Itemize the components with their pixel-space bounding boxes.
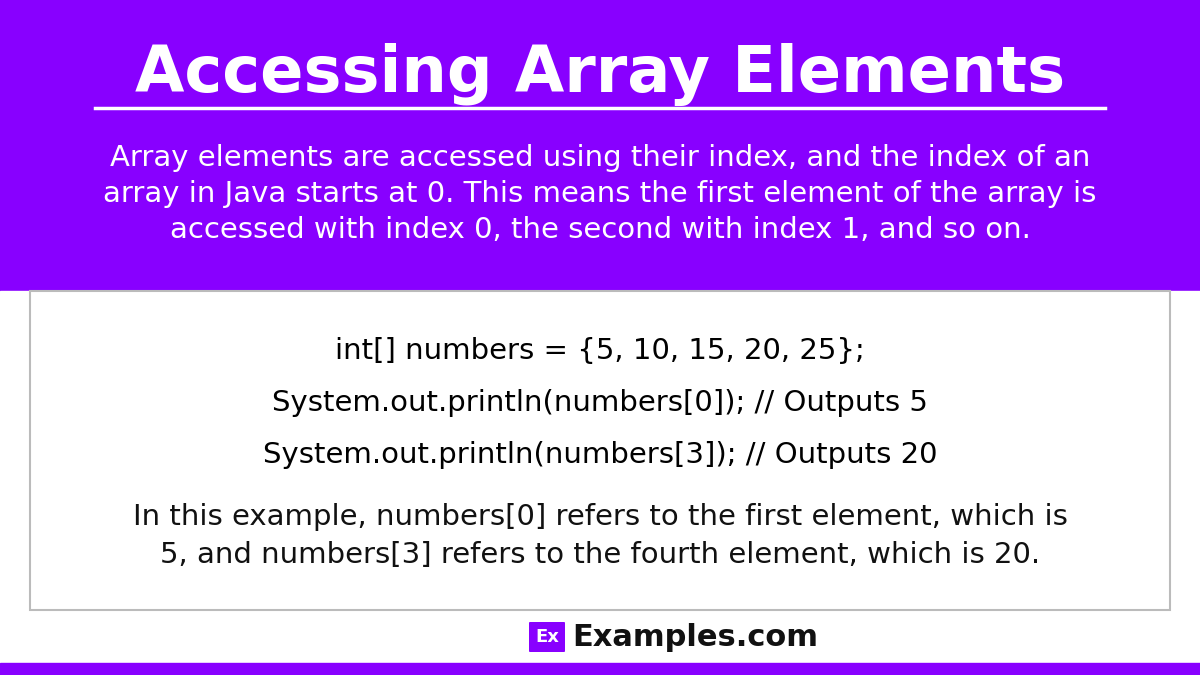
- Bar: [0, 663, 1200, 675]
- Text: Accessing Array Elements: Accessing Array Elements: [134, 43, 1066, 107]
- Text: accessed with index 0, the second with index 1, and so on.: accessed with index 0, the second with i…: [169, 216, 1031, 244]
- Text: System.out.println(numbers[0]); // Outputs 5: System.out.println(numbers[0]); // Outpu…: [272, 389, 928, 417]
- Text: Array elements are accessed using their index, and the index of an: Array elements are accessed using their …: [110, 144, 1090, 172]
- Text: System.out.println(numbers[3]); // Outputs 20: System.out.println(numbers[3]); // Outpu…: [263, 441, 937, 469]
- FancyBboxPatch shape: [529, 622, 565, 652]
- Bar: [0, 0, 1200, 291]
- Text: array in Java starts at 0. This means the first element of the array is: array in Java starts at 0. This means th…: [103, 180, 1097, 208]
- Text: In this example, numbers[0] refers to the first element, which is: In this example, numbers[0] refers to th…: [132, 503, 1068, 531]
- FancyBboxPatch shape: [30, 291, 1170, 610]
- Bar: [0, 291, 1200, 675]
- Text: Examples.com: Examples.com: [572, 622, 818, 651]
- Text: int[] numbers = {5, 10, 15, 20, 25};: int[] numbers = {5, 10, 15, 20, 25};: [335, 337, 865, 365]
- Text: 5, and numbers[3] refers to the fourth element, which is 20.: 5, and numbers[3] refers to the fourth e…: [160, 541, 1040, 569]
- Text: Ex: Ex: [535, 628, 559, 646]
